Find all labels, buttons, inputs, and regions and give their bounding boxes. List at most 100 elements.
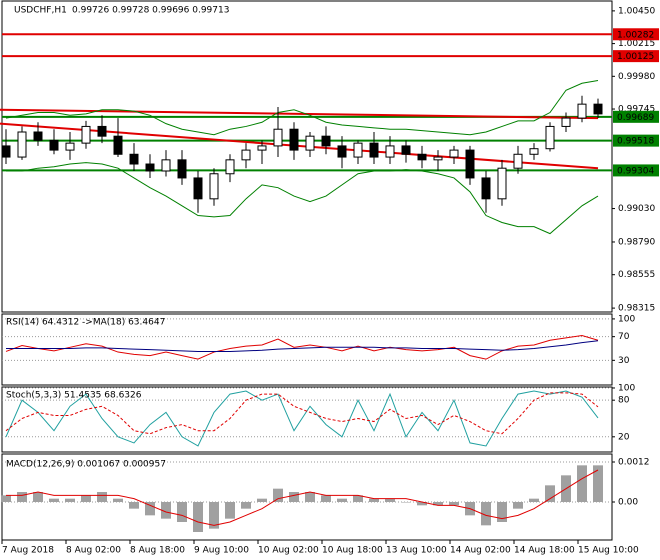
histogram-bar	[497, 502, 507, 522]
histogram-bar	[97, 492, 107, 502]
histogram-bar	[305, 492, 315, 502]
histogram-bar	[209, 502, 219, 529]
candle-body	[561, 117, 571, 127]
candle-body	[113, 135, 123, 155]
candle-body	[97, 125, 107, 137]
histogram-bar	[65, 498, 75, 502]
y-tick-label: 1.00450	[618, 6, 655, 16]
x-tick-label: 9 Aug 10:00	[194, 546, 249, 556]
y-tick-label: 80	[618, 396, 630, 406]
candle-body	[513, 153, 523, 169]
level-label: 1.00282	[617, 30, 654, 40]
candle-body	[289, 128, 299, 151]
candle-body	[161, 159, 171, 172]
level-tag	[613, 110, 659, 123]
x-tick-label: 13 Aug 10:00	[386, 546, 447, 556]
histogram-bar	[17, 492, 27, 502]
y-tick-label: 70	[618, 332, 630, 342]
y-tick-label: 0.98555	[618, 270, 655, 280]
chart-title: USDCHF,H1	[14, 6, 67, 16]
candle-body	[401, 145, 411, 155]
indicator-line	[6, 469, 599, 526]
candle-body	[193, 177, 203, 200]
histogram-bar	[177, 502, 187, 522]
histogram-bar	[225, 502, 235, 519]
candle-body	[241, 149, 251, 161]
y-tick-label: 30	[618, 356, 630, 366]
candle-body	[593, 103, 603, 115]
candle-body	[1, 145, 11, 158]
candle-body	[177, 159, 187, 179]
histogram-bar	[1, 495, 11, 502]
x-tick-label: 10 Aug 02:00	[258, 546, 319, 556]
candle-body	[497, 167, 507, 200]
histogram-bar	[129, 502, 139, 509]
chart-subtitle: 0.99726 0.99728 0.99696 0.99713	[72, 6, 229, 16]
candle-body	[369, 142, 379, 158]
candle-body	[545, 125, 555, 150]
histogram-bar	[161, 502, 171, 519]
histogram-bar	[577, 465, 587, 502]
histogram-bar	[481, 502, 491, 526]
indicator-line	[6, 162, 599, 235]
indicator-title: MACD(12,26,9) 0.001067 0.000957	[6, 460, 166, 470]
candle-body	[337, 145, 347, 158]
indicator-line	[5, 392, 599, 435]
y-tick-label: 0.99980	[618, 72, 655, 82]
x-tick-label: 8 Aug 02:00	[66, 546, 121, 556]
y-tick-label: 20	[618, 432, 630, 442]
y-tick-label: 0.99745	[618, 105, 655, 115]
histogram-bar	[289, 492, 299, 502]
y-tick-label: 100	[618, 314, 635, 324]
level-tag	[613, 28, 659, 41]
candle-body	[209, 173, 219, 200]
y-tick-label: 0.0012	[618, 458, 650, 468]
level-label: 1.00125	[617, 52, 654, 62]
histogram-bar	[529, 498, 539, 502]
histogram-bar	[593, 465, 603, 502]
candle-body	[529, 148, 539, 155]
indicator-line	[6, 340, 599, 352]
candle-body	[257, 145, 267, 151]
histogram-bar	[113, 498, 123, 502]
histogram-bar	[321, 495, 331, 502]
histogram-bar	[353, 495, 363, 502]
histogram-bar	[257, 498, 267, 502]
histogram-bar	[241, 502, 251, 509]
histogram-bar	[337, 498, 347, 502]
candle-body	[321, 135, 331, 147]
candle-body	[273, 128, 283, 147]
histogram-bar	[49, 498, 59, 502]
level-label: 0.99304	[617, 166, 654, 176]
level-tag	[613, 50, 659, 63]
y-tick-label: 1.00215	[618, 39, 655, 49]
x-tick-label: 8 Aug 18:00	[130, 546, 185, 556]
candle-body	[129, 153, 139, 165]
histogram-bar	[433, 502, 443, 506]
candle-body	[81, 125, 91, 144]
x-tick-label: 14 Aug 02:00	[450, 546, 511, 556]
y-tick-label: 0.00	[618, 498, 638, 508]
y-tick-label: 100	[618, 383, 635, 393]
x-tick-label: 14 Aug 18:00	[514, 546, 575, 556]
candle-body	[17, 131, 27, 158]
level-label: 0.99518	[617, 137, 654, 147]
indicator-line	[5, 79, 599, 136]
candle-body	[465, 149, 475, 179]
histogram-bar	[369, 498, 379, 502]
x-tick-label: 10 Aug 18:00	[322, 546, 383, 556]
y-tick-label: 0.98790	[618, 237, 655, 247]
candle-body	[577, 103, 587, 119]
candle-body	[417, 153, 427, 161]
histogram-bar	[417, 502, 427, 506]
histogram-bar	[33, 492, 43, 502]
histogram-bar	[385, 498, 395, 502]
histogram-bar	[401, 502, 411, 503]
candle-body	[385, 145, 395, 158]
panel-frame	[1, 313, 613, 386]
level-tag	[613, 134, 659, 147]
panel-frame	[1, 386, 613, 453]
histogram-bar	[449, 502, 459, 506]
candle-body	[449, 149, 459, 158]
candle-body	[225, 159, 235, 175]
